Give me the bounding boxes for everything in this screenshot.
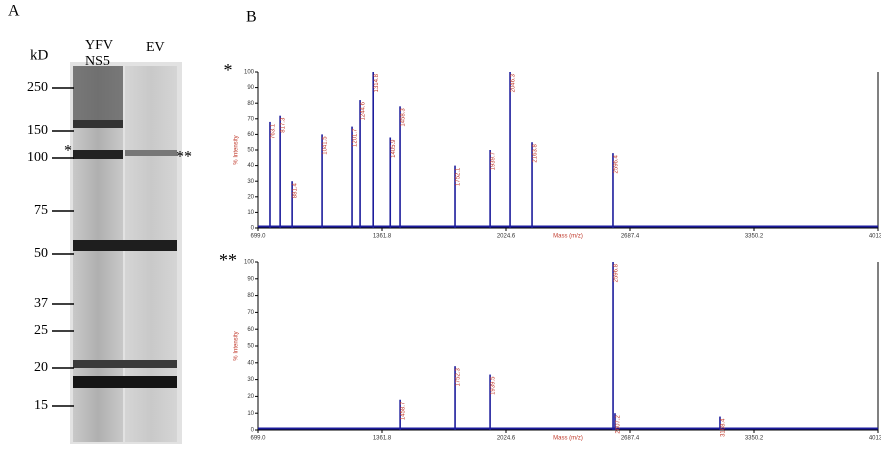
- panel-label: B: [246, 9, 257, 26]
- y-axis-label: % Intensity: [234, 135, 240, 164]
- marker-label: 250: [27, 80, 48, 95]
- peak-label: 1939.5: [491, 376, 497, 395]
- marker-label: 37: [34, 296, 48, 311]
- marker-label: 50: [34, 246, 48, 261]
- peak-label: 1405.9: [391, 139, 397, 158]
- x-tick-label: 2024.6: [497, 436, 516, 442]
- peak-label: 881.4: [293, 183, 299, 199]
- gel-annotation: **: [176, 149, 192, 166]
- gel-annotation: *: [64, 143, 72, 160]
- peak-label: 2163.8: [533, 144, 539, 163]
- peak-label: 1752.1: [456, 167, 462, 186]
- x-tick-label: 2024.6: [497, 234, 516, 240]
- lane-label: EV: [146, 40, 165, 55]
- peak-label: 2046.3: [511, 73, 517, 92]
- peak-label: 817.3: [281, 117, 287, 133]
- y-tick-label: 100: [244, 70, 255, 76]
- y-tick-label: 70: [247, 116, 254, 122]
- spectrum-annotation: *: [224, 60, 233, 80]
- peak-label: 2596.4: [614, 154, 620, 173]
- y-tick-label: 50: [247, 148, 254, 154]
- y-tick-label: 80: [247, 101, 254, 107]
- gel: [70, 62, 182, 444]
- x-tick-label: 3350.2: [745, 436, 764, 442]
- x-tick-label: 1361.8: [373, 234, 392, 240]
- y-axis-label: % Intensity: [234, 331, 240, 360]
- peak-label: 1244.6: [361, 101, 367, 120]
- lane-label: YFV: [85, 38, 113, 53]
- marker-label: 100: [27, 150, 48, 165]
- gel-unit: kD: [30, 47, 49, 63]
- x-tick-label: 2687.4: [621, 234, 640, 240]
- x-axis-label: Mass (m/z): [553, 234, 583, 240]
- peak-label: 1041.5: [323, 136, 329, 155]
- peak-label: 1201.7: [353, 128, 359, 147]
- spectrum-annotation: **: [219, 250, 237, 270]
- y-tick-label: 0: [251, 428, 255, 434]
- peak-label: 1314.8: [374, 73, 380, 92]
- peak-label: 3168.4: [721, 418, 727, 437]
- marker-label: 15: [34, 398, 48, 413]
- marker-label: 75: [34, 203, 48, 218]
- y-tick-label: 10: [247, 411, 254, 417]
- y-tick-label: 30: [247, 179, 254, 185]
- x-tick-label: 1361.8: [373, 436, 392, 442]
- lane-label: NS5: [85, 54, 110, 69]
- peak-label: 1458.7: [401, 401, 407, 420]
- y-tick-label: 20: [247, 394, 254, 400]
- peak-label: 2607.2: [616, 415, 622, 434]
- y-tick-label: 60: [247, 327, 254, 333]
- peak-label: 1939.7: [491, 151, 497, 170]
- x-tick-label: 4013.0: [869, 436, 881, 442]
- y-tick-label: 20: [247, 194, 254, 200]
- y-tick-label: 50: [247, 344, 254, 350]
- panel-label: A: [8, 3, 20, 20]
- x-tick-label: 2687.4: [621, 436, 640, 442]
- peak-label: 1752.3: [456, 368, 462, 387]
- x-tick-label: 699.0: [250, 234, 266, 240]
- x-axis-label: Mass (m/z): [553, 436, 583, 442]
- x-tick-label: 4013.0: [869, 234, 881, 240]
- y-tick-label: 70: [247, 310, 254, 316]
- y-tick-label: 100: [244, 260, 255, 266]
- y-tick-label: 90: [247, 85, 254, 91]
- x-tick-label: 699.0: [250, 436, 266, 442]
- x-tick-label: 3350.2: [745, 234, 764, 240]
- marker-label: 20: [34, 360, 48, 375]
- y-tick-label: 40: [247, 360, 254, 366]
- y-tick-label: 40: [247, 163, 254, 169]
- peak-label: 1458.3: [401, 108, 407, 127]
- peak-label: 2596.8: [614, 263, 620, 282]
- y-tick-label: 0: [251, 226, 255, 232]
- y-tick-label: 90: [247, 276, 254, 282]
- marker-label: 150: [27, 123, 48, 138]
- y-tick-label: 10: [247, 210, 254, 216]
- peak-label: 763.1: [271, 123, 277, 139]
- marker-label: 25: [34, 323, 48, 338]
- y-tick-label: 80: [247, 293, 254, 299]
- y-tick-label: 60: [247, 132, 254, 138]
- y-tick-label: 30: [247, 377, 254, 383]
